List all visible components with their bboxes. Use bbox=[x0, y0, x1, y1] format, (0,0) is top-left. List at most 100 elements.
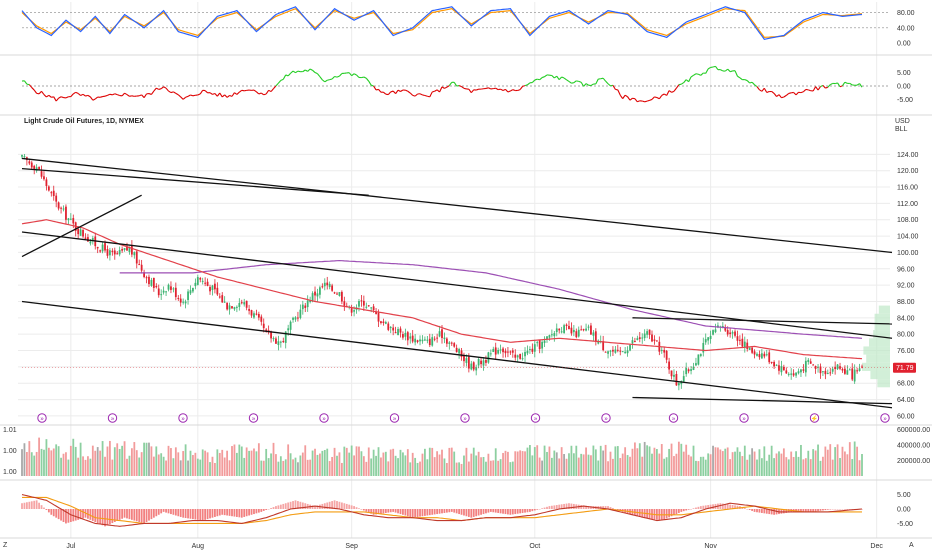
candle-body bbox=[807, 360, 809, 362]
volume-bar bbox=[312, 451, 314, 476]
candle-body bbox=[180, 299, 182, 303]
volume-bar bbox=[50, 450, 52, 476]
osc-segment bbox=[298, 71, 300, 72]
volume-bar bbox=[429, 448, 431, 476]
candle-body bbox=[177, 298, 179, 299]
volume-bar bbox=[619, 458, 621, 476]
candle-body bbox=[727, 330, 729, 334]
volume-bar bbox=[31, 452, 33, 476]
macd-histogram-bar bbox=[336, 501, 338, 509]
candle-body bbox=[307, 301, 309, 308]
volume-bar bbox=[170, 448, 172, 476]
volume-bar bbox=[536, 445, 538, 476]
volume-bar bbox=[402, 452, 404, 476]
macd-histogram-bar bbox=[817, 509, 819, 511]
volume-bar bbox=[761, 458, 763, 476]
volume-bar bbox=[822, 457, 824, 476]
volume-bar bbox=[453, 452, 455, 476]
osc-segment bbox=[642, 101, 644, 102]
candle-body bbox=[160, 294, 162, 295]
osc-segment bbox=[425, 95, 427, 96]
volume-bar bbox=[617, 446, 619, 476]
macd-histogram-bar bbox=[448, 509, 450, 512]
volume-bar bbox=[446, 463, 448, 476]
candle-body bbox=[397, 329, 399, 335]
candle-body bbox=[461, 350, 463, 356]
osc-segment bbox=[825, 87, 827, 88]
candle-body bbox=[260, 317, 262, 322]
candle-body bbox=[380, 321, 382, 323]
candle-body bbox=[746, 343, 748, 349]
candle-body bbox=[119, 250, 121, 254]
candle-body bbox=[673, 375, 675, 377]
osc-segment bbox=[132, 96, 134, 97]
corner-right-label[interactable]: A bbox=[909, 542, 914, 549]
macd-histogram-bar bbox=[275, 506, 277, 509]
price-tick-label: 120.00 bbox=[897, 168, 919, 175]
volume-bar bbox=[163, 457, 165, 476]
candle-body bbox=[595, 331, 597, 341]
macd-histogram-bar bbox=[514, 509, 516, 514]
macd-histogram-bar bbox=[129, 509, 131, 519]
volume-bar bbox=[719, 449, 721, 476]
candle-body bbox=[365, 307, 367, 308]
candle-body bbox=[85, 238, 87, 239]
candle-body bbox=[426, 340, 428, 341]
volume-bar bbox=[849, 442, 851, 476]
macd-histogram-bar bbox=[519, 509, 521, 513]
candle-body bbox=[336, 294, 338, 295]
candle-body bbox=[700, 354, 702, 356]
macd-histogram-bar bbox=[409, 509, 411, 517]
macd-histogram-bar bbox=[558, 505, 560, 509]
volume-bar bbox=[590, 455, 592, 476]
candle-body bbox=[666, 351, 668, 360]
volume-bar bbox=[820, 461, 822, 476]
volume-bar bbox=[434, 457, 436, 476]
macd-histogram-bar bbox=[358, 508, 360, 509]
macd-histogram-bar bbox=[456, 509, 458, 513]
chart-title: Light Crude Oil Futures, 1D, NYMEX bbox=[24, 118, 144, 125]
corner-left-label[interactable]: Z bbox=[3, 542, 8, 549]
candle-body bbox=[89, 241, 91, 243]
volume-bar bbox=[534, 447, 536, 476]
macd-histogram-bar bbox=[397, 509, 399, 513]
candle-body bbox=[419, 339, 421, 341]
candle-body bbox=[649, 330, 651, 335]
volume-bar bbox=[451, 448, 453, 476]
macd-histogram-bar bbox=[26, 502, 28, 509]
macd-histogram-bar bbox=[143, 509, 145, 523]
candle-body bbox=[248, 309, 250, 311]
macd-histogram-bar bbox=[238, 509, 240, 517]
volume-bar bbox=[226, 451, 228, 476]
candle-body bbox=[446, 339, 448, 344]
volume-profile-bin bbox=[870, 371, 890, 379]
volume-bar bbox=[685, 445, 687, 476]
volume-bar bbox=[544, 446, 546, 476]
macd-histogram-bar bbox=[199, 509, 201, 520]
volume-profile-bin bbox=[879, 306, 890, 314]
candle-body bbox=[153, 278, 155, 288]
candle-body bbox=[158, 288, 160, 295]
candle-body bbox=[837, 365, 839, 370]
candle-body bbox=[456, 348, 458, 352]
candle-body bbox=[507, 352, 509, 353]
candle-body bbox=[385, 322, 387, 324]
macd-histogram-bar bbox=[153, 509, 155, 518]
candle-body bbox=[407, 332, 409, 340]
candle-body bbox=[710, 336, 712, 339]
volume-bar bbox=[551, 458, 553, 476]
candle-body bbox=[111, 251, 113, 252]
macd-histogram-bar bbox=[690, 509, 692, 510]
volume-bar bbox=[356, 446, 358, 476]
candle-body bbox=[824, 371, 826, 374]
volume-bar bbox=[72, 439, 74, 476]
osc-segment bbox=[159, 89, 161, 90]
volume-bar bbox=[48, 448, 50, 476]
volume-bar bbox=[751, 448, 753, 476]
volume-bar bbox=[624, 447, 626, 476]
candle-body bbox=[800, 369, 802, 372]
volume-bar bbox=[441, 450, 443, 476]
macd-histogram-bar bbox=[170, 509, 172, 514]
